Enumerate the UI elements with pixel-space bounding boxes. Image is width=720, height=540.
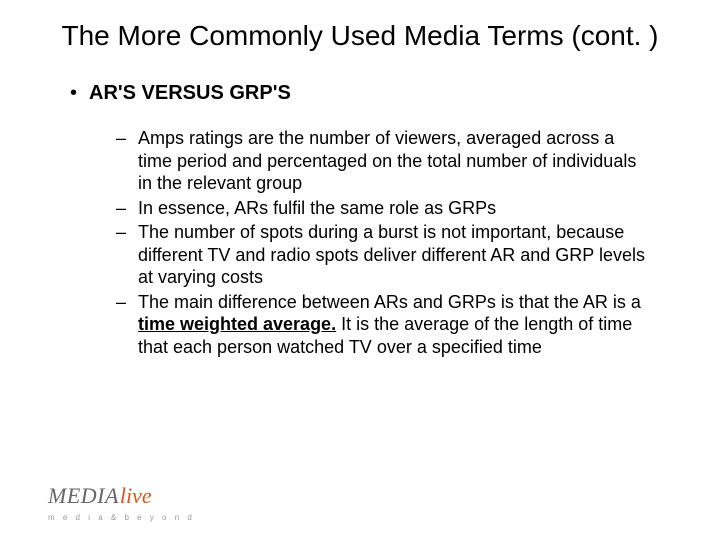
sub-bullet-item: – The main difference between ARs and GR… [116,291,650,359]
sub-text-emphasis: The main difference between ARs and GRPs… [138,291,650,359]
main-bullet: • AR'S VERSUS GRP'S [70,81,650,105]
bullet-text: AR'S VERSUS GRP'S [89,81,291,105]
logo-tagline: m e d i a & b e y o n d [48,513,195,522]
sub-text: The number of spots during a burst is no… [138,221,650,289]
sub-text-prefix: The main difference between ARs and GRPs… [138,292,641,312]
title-area: The More Commonly Used Media Terms (cont… [0,0,720,63]
sub-marker: – [116,221,130,244]
sub-bullet-list: – Amps ratings are the number of viewers… [70,127,650,358]
sub-text: Amps ratings are the number of viewers, … [138,127,650,195]
logo-part-live: live [120,483,152,509]
sub-marker: – [116,291,130,314]
sub-bullet-item: – In essence, ARs fulfil the same role a… [116,197,650,220]
bullet-marker: • [70,81,77,105]
sub-bullet-item: – The number of spots during a burst is … [116,221,650,289]
slide-title: The More Commonly Used Media Terms (cont… [60,18,660,53]
sub-text-bold-underline: time weighted average. [138,314,336,334]
logo: MEDIA live [48,483,195,509]
sub-text: In essence, ARs fulfil the same role as … [138,197,496,220]
logo-part-media: MEDIA [48,483,119,509]
sub-marker: – [116,127,130,150]
sub-marker: – [116,197,130,220]
content-area: • AR'S VERSUS GRP'S – Amps ratings are t… [0,63,720,358]
sub-bullet-item: – Amps ratings are the number of viewers… [116,127,650,195]
footer: MEDIA live m e d i a & b e y o n d [48,483,195,522]
